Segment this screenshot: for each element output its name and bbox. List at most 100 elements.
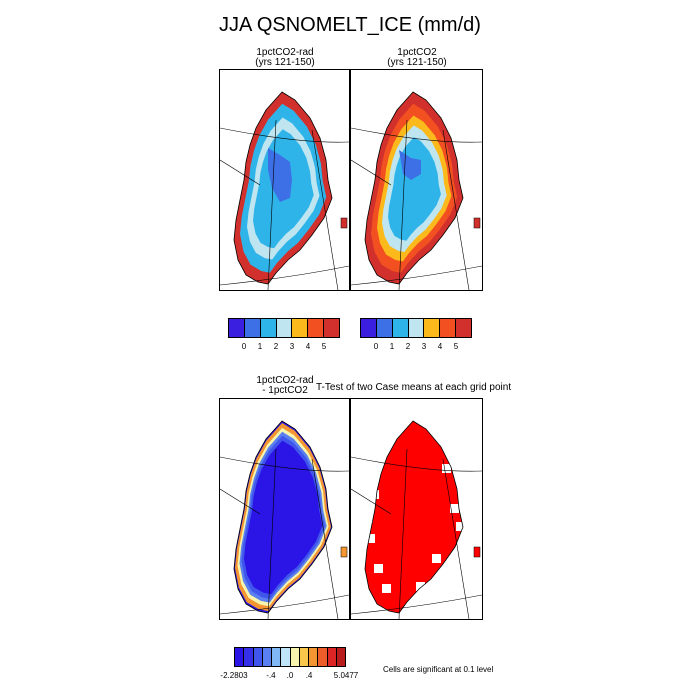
colorbar-diff-swatch xyxy=(272,648,282,666)
colorbar-diff-tick-label: .0 xyxy=(286,671,294,680)
insignificant-cell xyxy=(374,564,383,573)
insignificant-cell xyxy=(382,584,391,593)
latitude-line xyxy=(351,265,482,286)
meridian-line xyxy=(442,458,470,619)
panel1-title-line2: (yrs 121-150) xyxy=(255,57,315,68)
panel2-title-line2: (yrs 121-150) xyxy=(387,57,447,68)
colorbar-diff-swatch xyxy=(262,648,272,666)
colorbar-diff-tick-label: -.4 xyxy=(266,671,276,680)
latitude-line xyxy=(351,127,482,143)
colorbar-1pctco2-ticks: 0 1 2 3 4 5 xyxy=(360,342,472,352)
meridian-line xyxy=(267,119,277,290)
map-panel-1pctco2 xyxy=(350,69,483,291)
colorbar-diff-swatch xyxy=(318,648,328,666)
figure-title: JJA QSNOMELT_ICE (mm/d) xyxy=(219,14,481,36)
greenland-ice-cells xyxy=(365,421,463,613)
meridian-line xyxy=(311,458,339,619)
island xyxy=(473,546,481,558)
map-svg xyxy=(220,420,349,619)
panel3-title-line1: 1pctCO2-rad xyxy=(256,375,314,386)
colorbar-top-left-swatch xyxy=(229,319,245,337)
meridian-line xyxy=(220,488,261,515)
island xyxy=(340,217,348,229)
latitude-line xyxy=(220,456,349,472)
map-panel-difference xyxy=(219,398,350,620)
insignificant-cell xyxy=(416,582,425,591)
latitude-line xyxy=(220,594,349,615)
colorbar-top-left-tick-label: 1 xyxy=(257,342,263,351)
map-panel-1pctco2-rad xyxy=(219,69,350,291)
map-panel-ttest xyxy=(350,398,483,620)
colorbar-top-left-tick-label: 3 xyxy=(289,342,295,351)
colorbar-1pctco2 xyxy=(360,318,472,338)
significance-note: Cells are significant at 0.1 level xyxy=(383,665,494,674)
insignificant-cell xyxy=(432,554,441,563)
colorbar-difference xyxy=(234,647,346,667)
colorbar-top-right-tick-label: 5 xyxy=(453,342,459,351)
meridian-line xyxy=(311,129,339,290)
meridian-line xyxy=(267,448,277,619)
colorbar-1pctco2-rad-ticks: 0 1 2 3 4 5 xyxy=(228,342,340,352)
panel3-title: 1pctCO2-rad - 1pctCO2 xyxy=(230,376,340,396)
colorbar-top-right-swatch xyxy=(361,319,377,337)
colorbar-top-right-swatch xyxy=(440,319,457,337)
colorbar-diff-swatch xyxy=(253,648,263,666)
colorbar-top-left-swatch xyxy=(308,319,325,337)
colorbar-top-left-swatch xyxy=(292,319,309,337)
island xyxy=(340,546,348,558)
latitude-line xyxy=(351,456,482,472)
map-svg xyxy=(220,91,349,290)
island xyxy=(473,217,481,229)
panel2-title: 1pctCO2 (yrs 121-150) xyxy=(362,48,472,68)
colorbar-top-right-tick-label: 2 xyxy=(405,342,411,351)
latitude-line xyxy=(351,594,482,615)
meridian-line xyxy=(398,448,408,619)
insignificant-cell xyxy=(450,504,459,513)
colorbar-diff-swatch xyxy=(336,648,345,666)
panel1-title-line1: 1pctCO2-rad xyxy=(256,47,314,58)
colorbar-top-left-swatch xyxy=(324,319,340,337)
colorbar-top-left-tick-label: 2 xyxy=(273,342,279,351)
insignificant-cell xyxy=(442,464,451,473)
colorbar-top-right-swatch xyxy=(424,319,441,337)
colorbar-top-left-swatch xyxy=(260,319,277,337)
map-svg xyxy=(351,91,482,290)
colorbar-top-left-swatch xyxy=(276,319,293,337)
difference-band xyxy=(244,440,323,595)
colorbar-diff-swatch xyxy=(244,648,254,666)
meridian-line xyxy=(398,119,408,290)
panel3-title-line2: - 1pctCO2 xyxy=(262,385,308,396)
colorbar-diff-swatch xyxy=(299,648,309,666)
colorbar-top-right-swatch xyxy=(376,319,393,337)
latitude-line xyxy=(220,127,349,143)
colorbar-top-right-tick-label: 3 xyxy=(421,342,427,351)
colorbar-top-left-tick-label: 0 xyxy=(241,342,247,351)
colorbar-top-left-swatch xyxy=(244,319,261,337)
colorbar-diff-tick-label: -2.2803 xyxy=(220,671,248,680)
meridian-line xyxy=(351,488,392,515)
meridian-line xyxy=(351,159,392,186)
colorbar-diff-swatch xyxy=(290,648,300,666)
colorbar-top-right-tick-label: 4 xyxy=(437,342,443,351)
insignificant-cell xyxy=(364,514,373,523)
colorbar-diff-swatch xyxy=(281,648,291,666)
colorbar-top-right-swatch xyxy=(456,319,472,337)
meridian-line xyxy=(442,129,470,290)
panel1-title: 1pctCO2-rad (yrs 121-150) xyxy=(230,48,340,68)
colorbar-top-right-tick-label: 0 xyxy=(373,342,379,351)
colorbar-diff-swatch xyxy=(309,648,319,666)
map-svg xyxy=(351,420,482,619)
insignificant-cell xyxy=(370,490,379,499)
colorbar-diff-swatch xyxy=(327,648,337,666)
colorbar-top-right-tick-label: 1 xyxy=(389,342,395,351)
colorbar-difference-ticks: -2.2803 -.4 .0 .4 5.0477 xyxy=(220,671,358,681)
meridian-line xyxy=(220,159,261,186)
latitude-line xyxy=(220,265,349,286)
colorbar-diff-swatch xyxy=(235,648,245,666)
colorbar-top-right-swatch xyxy=(408,319,425,337)
colorbar-top-right-swatch xyxy=(392,319,409,337)
panel4-title: T-Test of two Case means at each grid po… xyxy=(316,382,512,393)
insignificant-cell xyxy=(456,522,465,531)
colorbar-top-left-tick-label: 5 xyxy=(321,342,327,351)
panel2-title-line1: 1pctCO2 xyxy=(397,47,437,58)
